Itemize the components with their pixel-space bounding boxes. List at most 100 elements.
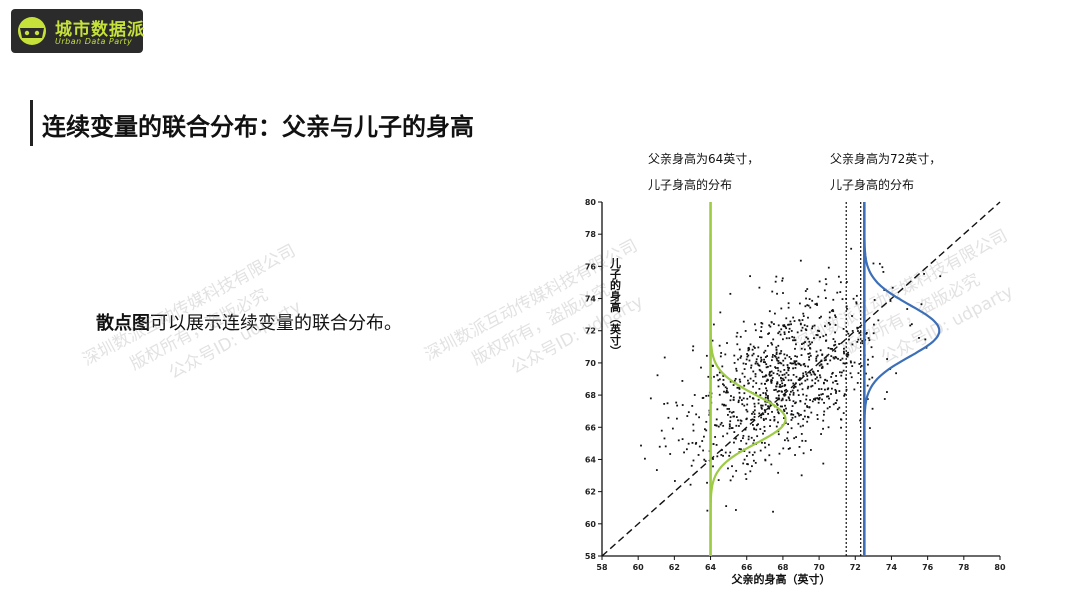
scatter-point bbox=[702, 449, 705, 452]
scatter-point bbox=[782, 292, 784, 294]
scatter-point bbox=[801, 439, 804, 442]
scatter-point bbox=[826, 362, 829, 365]
scatter-point bbox=[781, 385, 784, 388]
scatter-point bbox=[667, 416, 670, 419]
scatter-point bbox=[760, 382, 763, 385]
scatter-point bbox=[770, 321, 773, 323]
scatter-point bbox=[787, 423, 790, 426]
scatter-point bbox=[790, 413, 793, 415]
scatter-point bbox=[791, 405, 794, 407]
scatter-point bbox=[724, 404, 727, 407]
scatter-point bbox=[770, 381, 773, 384]
scatter-point bbox=[839, 291, 842, 293]
x-tick-label: 76 bbox=[922, 563, 934, 572]
scatter-point bbox=[744, 428, 747, 431]
scatter-point bbox=[794, 355, 797, 358]
scatter-point bbox=[792, 413, 795, 416]
scatter-point bbox=[833, 344, 835, 347]
scatter-point bbox=[745, 363, 747, 365]
scatter-point bbox=[784, 376, 787, 379]
scatter-point bbox=[872, 332, 875, 335]
scatter-point bbox=[791, 389, 794, 392]
scatter-point bbox=[760, 356, 762, 359]
scatter-point bbox=[780, 379, 783, 382]
scatter-point bbox=[836, 408, 839, 411]
x-tick-label: 70 bbox=[814, 563, 826, 572]
scatter-point bbox=[778, 352, 781, 355]
scatter-point bbox=[747, 379, 749, 382]
scatter-point bbox=[658, 445, 661, 448]
scatter-point bbox=[777, 362, 780, 365]
scatter-point bbox=[836, 383, 839, 385]
scatter-point bbox=[799, 364, 802, 367]
scatter-point bbox=[738, 391, 741, 394]
scatter-point bbox=[802, 315, 805, 318]
scatter-point bbox=[816, 414, 819, 416]
scatter-point bbox=[773, 419, 776, 422]
scatter-point bbox=[815, 350, 818, 353]
scatter-point bbox=[717, 479, 720, 482]
scatter-point bbox=[878, 262, 881, 265]
scatter-point bbox=[729, 292, 732, 295]
scatter-point bbox=[820, 393, 823, 396]
scatter-point bbox=[809, 399, 811, 401]
scatter-point bbox=[824, 297, 827, 300]
scatter-point bbox=[771, 290, 774, 293]
scatter-point bbox=[783, 324, 786, 327]
scatter-point bbox=[845, 281, 848, 283]
scatter-point bbox=[786, 354, 788, 357]
scatter-point bbox=[792, 386, 795, 389]
scatter-point bbox=[777, 344, 780, 347]
scatter-point bbox=[790, 357, 792, 360]
x-tick-label: 72 bbox=[850, 563, 861, 572]
scatter-point bbox=[801, 319, 804, 321]
scatter-point bbox=[756, 424, 758, 427]
scatter-point bbox=[815, 334, 818, 336]
scatter-point bbox=[723, 384, 725, 387]
scatter-point bbox=[750, 366, 752, 369]
scatter-point bbox=[735, 424, 738, 427]
scatter-point bbox=[787, 302, 790, 305]
y-tick-label: 60 bbox=[585, 520, 597, 529]
scatter-point bbox=[764, 356, 767, 358]
scatter-point bbox=[764, 411, 767, 413]
scatter-point bbox=[768, 324, 771, 327]
scatter-point bbox=[830, 355, 833, 358]
scatter-point bbox=[759, 336, 761, 339]
scatter-point bbox=[711, 339, 714, 342]
scatter-point bbox=[760, 360, 762, 363]
scatter-point bbox=[718, 393, 721, 396]
scatter-point bbox=[815, 302, 818, 305]
scatter-point bbox=[795, 360, 798, 363]
scatter-point bbox=[820, 360, 823, 362]
scatter-point bbox=[750, 418, 753, 421]
scatter-point bbox=[753, 416, 756, 418]
scatter-point bbox=[817, 329, 819, 332]
scatter-point bbox=[735, 369, 738, 372]
scatter-point bbox=[800, 382, 803, 385]
scatter-point bbox=[775, 397, 778, 400]
scatter-point bbox=[804, 415, 806, 418]
scatter-point bbox=[771, 410, 773, 413]
y-tick-label: 58 bbox=[585, 552, 597, 561]
scatter-point bbox=[814, 303, 817, 306]
scatter-point bbox=[834, 314, 836, 317]
scatter-point bbox=[772, 338, 775, 341]
scatter-point bbox=[743, 384, 746, 387]
scatter-point bbox=[857, 338, 860, 341]
scatter-point bbox=[764, 382, 766, 385]
scatter-point bbox=[781, 279, 784, 282]
scatter-point bbox=[746, 403, 749, 406]
scatter-point bbox=[835, 399, 838, 402]
annotation-line: 儿子身高的分布 bbox=[648, 178, 733, 192]
scatter-point bbox=[746, 410, 749, 413]
scatter-point bbox=[764, 396, 767, 399]
scatter-point bbox=[824, 278, 827, 281]
scatter-point bbox=[765, 366, 768, 369]
scatter-point bbox=[774, 355, 777, 358]
scatter-point bbox=[768, 407, 771, 410]
scatter-point bbox=[811, 325, 814, 328]
scatter-point bbox=[822, 335, 825, 338]
scatter-point bbox=[808, 298, 811, 301]
scatter-point bbox=[712, 465, 714, 468]
